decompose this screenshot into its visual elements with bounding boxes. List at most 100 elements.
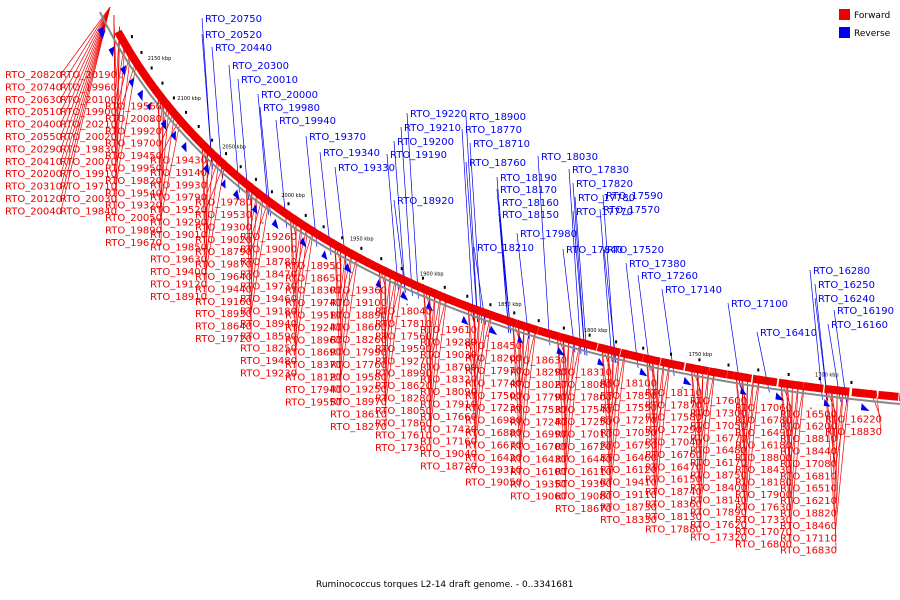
- forward-gene-label: RTO_17660: [420, 412, 477, 423]
- forward-gene-label: RTO_16810: [780, 471, 837, 482]
- reverse-gene-block: [181, 141, 187, 153]
- reverse-gene-label: RTO_16160: [831, 320, 888, 331]
- forward-gene-label: RTO_18820: [780, 509, 837, 520]
- forward-gene-block: [188, 129, 200, 141]
- gc-mark: [254, 177, 257, 181]
- reverse-gene-block: [299, 237, 307, 248]
- reverse-leader-line: [406, 112, 419, 299]
- reverse-leader-line: [393, 140, 406, 293]
- forward-leader-lines: [60, 7, 882, 550]
- gc-mark: [818, 377, 821, 381]
- forward-gene-label: RTO_19010: [150, 230, 207, 241]
- forward-leader-line: [201, 137, 207, 284]
- reverse-leader-lines: [201, 17, 847, 403]
- forward-gene-block: [227, 166, 238, 178]
- forward-gene-label: RTO_20820: [5, 70, 62, 81]
- forward-leader-line: [690, 363, 702, 454]
- forward-gene-label: RTO_17530: [510, 405, 567, 416]
- forward-gene-label: RTO_18930: [195, 309, 252, 320]
- forward-gene-block: [339, 245, 349, 255]
- reverse-leader-line: [465, 161, 478, 322]
- forward-gene-label: RTO_19590: [375, 344, 432, 355]
- forward-leader-line: [205, 155, 220, 259]
- forward-leader-line: [735, 371, 747, 463]
- forward-gene-label: RTO_18300: [285, 286, 342, 297]
- gc-mark: [588, 333, 591, 337]
- forward-gene-label: RTO_19290: [150, 217, 207, 228]
- forward-gene-label: RTO_16170: [690, 458, 747, 469]
- reverse-gene-label: RTO_17380: [629, 259, 686, 270]
- reverse-gene-label: RTO_16410: [760, 328, 817, 339]
- forward-gene-label: RTO_16200: [780, 422, 837, 433]
- reverse-gene-label: RTO_17980: [520, 229, 577, 240]
- forward-gene-label: RTO_20290: [5, 144, 62, 155]
- gc-mark: [197, 124, 200, 128]
- forward-gene-block: [153, 89, 165, 100]
- forward-gene-label: RTO_20630: [5, 95, 62, 106]
- forward-gene-label: RTO_19630: [150, 255, 207, 266]
- forward-gene-block: [163, 102, 174, 112]
- forward-leader-line: [340, 252, 359, 377]
- forward-gene-block: [653, 356, 661, 366]
- forward-gene-label: RTO_16510: [780, 484, 837, 495]
- forward-gene-label: RTO_19440: [195, 284, 252, 295]
- gc-skew-marks: [130, 35, 853, 384]
- forward-leader-line: [385, 272, 398, 389]
- forward-gene-label: RTO_17540: [555, 405, 612, 416]
- forward-gene-label: RTO_19100: [330, 298, 387, 309]
- reverse-gene-label: RTO_19190: [390, 150, 447, 161]
- forward-gene-label: RTO_17240: [510, 417, 567, 428]
- forward-leader-line: [473, 304, 477, 466]
- reverse-gene-label: RTO_19200: [397, 137, 454, 148]
- kbp-tick-label: 1800 kbp: [584, 328, 608, 334]
- forward-leader-line: [780, 378, 792, 470]
- forward-gene-label: RTO_19850: [150, 242, 207, 253]
- forward-gene-block: [311, 228, 323, 240]
- reverse-gene-label: RTO_17570: [603, 205, 660, 216]
- forward-gene-block: [418, 283, 427, 294]
- reverse-gene-label: RTO_18770: [465, 125, 522, 136]
- reverse-gene-label: RTO_17590: [606, 191, 663, 202]
- forward-gene-label: RTO_18600: [330, 323, 387, 334]
- forward-gene-block: [282, 209, 292, 220]
- forward-gene-block: [233, 172, 245, 184]
- forward-gene-block: [803, 382, 813, 392]
- forward-leader-line: [520, 323, 531, 445]
- forward-gene-block: [256, 191, 268, 202]
- forward-leader-line: [289, 211, 297, 361]
- forward-gene-label: RTO_20550: [5, 132, 62, 143]
- kbp-tick-mark: [681, 386, 684, 389]
- forward-gene-label: RTO_18720: [420, 462, 477, 473]
- forward-gene-block: [324, 236, 333, 246]
- forward-leader-line: [790, 381, 799, 507]
- reverse-gene-label: RTO_20300: [232, 61, 289, 72]
- forward-gene-label: RTO_18260: [330, 335, 387, 346]
- forward-gene-label: RTO_19350: [510, 479, 567, 490]
- forward-gene-label: RTO_17860: [375, 418, 432, 429]
- forward-leader-line: [830, 385, 837, 550]
- forward-gene-label: RTO_19560: [105, 102, 162, 113]
- forward-leader-line: [790, 380, 793, 495]
- forward-gene-label: RTO_16980: [465, 416, 522, 427]
- forward-gene-label: RTO_16420: [465, 453, 522, 464]
- kbp-tick-mark: [261, 221, 264, 224]
- forward-gene-label: RTO_17940: [285, 385, 342, 396]
- forward-gene-block: [884, 391, 894, 401]
- forward-gene-label: RTO_18280: [375, 394, 432, 405]
- forward-gene-label: RTO_19000: [240, 244, 297, 255]
- forward-leader-line: [157, 86, 162, 230]
- gc-mark: [211, 138, 214, 142]
- forward-gene-block: [253, 188, 263, 199]
- forward-leader-line: [610, 349, 626, 422]
- forward-leader-line: [475, 306, 481, 416]
- forward-gene-block: [817, 383, 824, 393]
- legend-swatch-forward: [839, 9, 850, 20]
- forward-gene-label: RTO_18310: [555, 368, 612, 379]
- forward-leader-line: [610, 346, 614, 459]
- forward-leader-line: [250, 196, 270, 314]
- reverse-gene-block: [99, 29, 106, 40]
- forward-gene-block: [713, 368, 723, 378]
- forward-gene-block: [335, 242, 345, 253]
- forward-gene-label: RTO_18890: [330, 310, 387, 321]
- forward-gene-label: RTO_19550: [285, 397, 342, 408]
